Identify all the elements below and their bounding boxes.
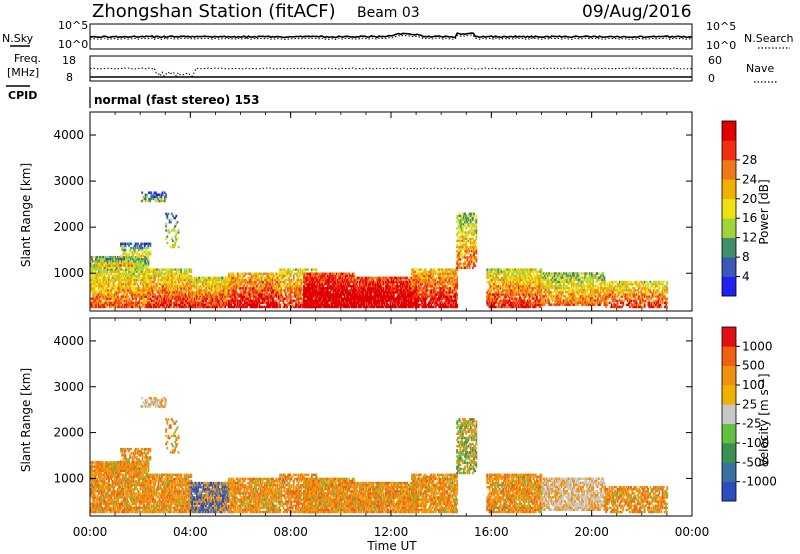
date-label: 09/Aug/2016 bbox=[582, 2, 692, 22]
velocity-colorbar: 1000 500 100 25 -25 -100 -500 -1000 bbox=[721, 326, 777, 502]
velocity-colorbar-tick: -25 bbox=[742, 417, 762, 431]
power-y-tick-label: 4000 bbox=[53, 128, 84, 142]
power-colorbar-segment bbox=[722, 159, 736, 180]
noise-left-tick-top: 10^5 bbox=[58, 19, 88, 32]
noise-left-tick-bottom: 10^0 bbox=[58, 38, 88, 51]
velocity-colorbar-tick: 1000 bbox=[742, 339, 773, 353]
power-ylabel: Slant Range [km] bbox=[19, 163, 33, 267]
power-y-tick-label: 1000 bbox=[53, 266, 84, 280]
freq-tick-bottom: 8 bbox=[66, 71, 73, 84]
power-y-tick-label: 2000 bbox=[53, 220, 84, 234]
power-colorbar-tick: 24 bbox=[742, 172, 757, 186]
power-colorbar-label: Power [dB] bbox=[757, 179, 771, 244]
velocity-colorbar-label: Velocity [m s⁻¹] bbox=[757, 373, 771, 466]
velocity-colorbar-segment bbox=[722, 346, 736, 366]
freq-panel: Freq. [MHz] 18 8 60 0 Nave bbox=[7, 52, 778, 85]
power-y-tick-label: 3000 bbox=[53, 174, 84, 188]
power-colorbar-segment bbox=[722, 179, 736, 200]
nsky-series bbox=[89, 32, 693, 39]
velocity-colorbar-tick: 500 bbox=[742, 359, 765, 373]
cpid-text: normal (fast stereo) 153 bbox=[94, 93, 260, 107]
power-colorbar-segment bbox=[722, 276, 736, 297]
power-colorbar-tick: 16 bbox=[742, 211, 757, 225]
velocity-colorbar-segment bbox=[722, 327, 736, 347]
beam-label: Beam 03 bbox=[357, 5, 420, 21]
noise-right-tick-bottom: 10^0 bbox=[706, 39, 736, 52]
freq-unit: [MHz] bbox=[7, 66, 39, 79]
noise-right-tick-top: 10^5 bbox=[706, 20, 736, 33]
power-colorbar-tick: 12 bbox=[742, 231, 757, 245]
noise-panel: N.Sky 10^5 10^0 10^5 10^0 N.Search bbox=[2, 19, 794, 52]
x-tick-label: 04:00 bbox=[173, 525, 208, 539]
velocity-ylabel: Slant Range [km] bbox=[19, 368, 33, 472]
velocity-colorbar-tick: 25 bbox=[742, 397, 757, 411]
power-colorbar-segment bbox=[722, 140, 736, 161]
velocity-y-tick-label: 4000 bbox=[53, 334, 84, 348]
velocity-colorbar-tick: -1000 bbox=[742, 475, 777, 489]
x-tick-label: 08:00 bbox=[273, 525, 308, 539]
power-colorbar-segment bbox=[722, 237, 736, 258]
freq-label: Freq. bbox=[14, 52, 41, 65]
power-colorbar-segment bbox=[722, 121, 736, 141]
x-tick-label: 12:00 bbox=[374, 525, 409, 539]
nsearch-series bbox=[89, 34, 693, 41]
nsky-label: N.Sky bbox=[2, 32, 34, 45]
power-colorbar-tick: 8 bbox=[742, 250, 750, 264]
velocity-heatmap-cells bbox=[90, 397, 669, 514]
station-title: Zhongshan Station (fitACF) bbox=[92, 1, 336, 22]
power-colorbar-tick: 20 bbox=[742, 192, 757, 206]
nave-label: Nave bbox=[746, 62, 774, 75]
velocity-colorbar-segment bbox=[722, 462, 736, 482]
velocity-colorbar-segment bbox=[722, 423, 736, 444]
velocity-colorbar-tick: -500 bbox=[742, 455, 769, 469]
power-colorbar-tick: 28 bbox=[742, 153, 757, 167]
freq-tick-top: 18 bbox=[62, 54, 76, 67]
power-panel: 1000 2000 3000 4000 Slant Range [km] 4 8 12 16… bbox=[19, 111, 771, 312]
velocity-colorbar-segment bbox=[722, 481, 736, 502]
cpid-panel: CPID normal (fast stereo) 153 bbox=[6, 85, 260, 108]
nave-tick-bottom: 0 bbox=[708, 72, 715, 85]
velocity-y-tick-label: 3000 bbox=[53, 380, 84, 394]
velocity-y-tick-label: 2000 bbox=[53, 426, 84, 440]
velocity-y-tick-label: 1000 bbox=[53, 471, 84, 485]
velocity-colorbar-tick: 100 bbox=[742, 378, 765, 392]
x-tick-label: 00:00 bbox=[675, 525, 710, 539]
time-axis: 00:00 04:00 08:00 12:00 16:00 20:00 00:00 bbox=[73, 112, 710, 539]
velocity-colorbar-segment bbox=[722, 365, 736, 386]
power-heatmap-cells bbox=[90, 191, 669, 309]
velocity-colorbar-segment bbox=[722, 404, 736, 424]
velocity-colorbar-segment bbox=[722, 385, 736, 405]
power-colorbar-segment bbox=[722, 218, 736, 238]
nave-series bbox=[89, 67, 693, 78]
x-tick-label: 16:00 bbox=[474, 525, 509, 539]
nsearch-label: N.Search bbox=[744, 32, 794, 45]
power-colorbar-segment bbox=[722, 198, 736, 219]
power-colorbar-segment bbox=[722, 257, 736, 277]
x-tick-label: 20:00 bbox=[574, 525, 609, 539]
velocity-colorbar-tick: -100 bbox=[742, 436, 769, 450]
velocity-panel: 1000 2000 3000 4000 Slant Range [km] 1000 50… bbox=[19, 317, 777, 517]
velocity-colorbar-segment bbox=[722, 443, 736, 463]
nave-tick-top: 60 bbox=[708, 54, 722, 67]
x-axis-label: Time UT bbox=[366, 539, 417, 553]
cpid-label: CPID bbox=[8, 89, 37, 102]
power-colorbar-tick: 4 bbox=[742, 270, 750, 284]
x-tick-label: 00:00 bbox=[73, 525, 108, 539]
power-colorbar: 4 8 12 16 20 24 28 bbox=[721, 120, 757, 297]
